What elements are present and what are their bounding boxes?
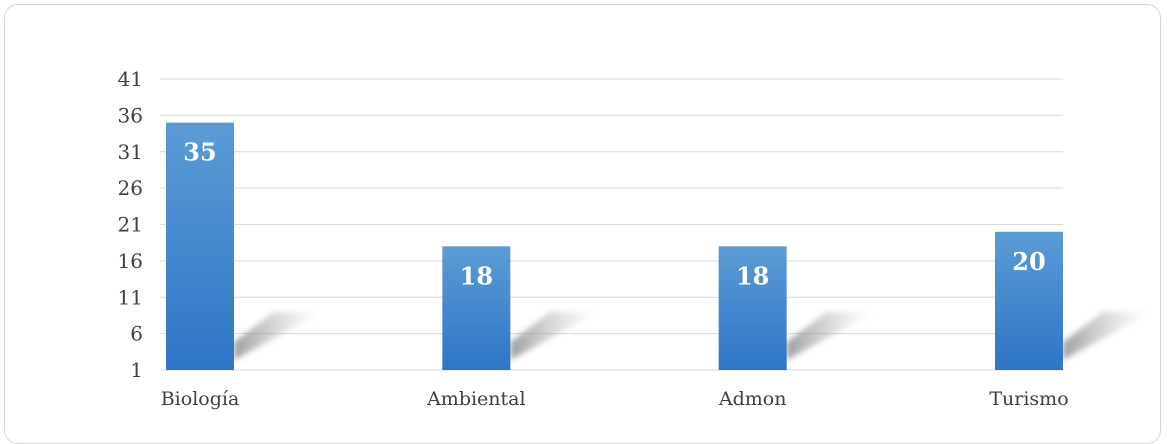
bar-shadow — [234, 312, 322, 360]
y-tick-label: 41 — [118, 67, 143, 91]
y-tick-label: 6 — [130, 322, 143, 346]
data-label: 35 — [183, 138, 216, 167]
y-tick-label: 21 — [118, 213, 143, 237]
gridlines — [160, 78, 1063, 371]
x-axis-labels: Biología Ambiental Admon Turismo — [161, 388, 1069, 410]
data-label: 20 — [1012, 247, 1045, 276]
x-category-label: Turismo — [989, 388, 1068, 410]
bar-turismo — [995, 231, 1063, 370]
x-category-label: Ambiental — [426, 388, 526, 410]
data-labels: 35 18 18 20 — [183, 138, 1045, 291]
bars — [166, 122, 1063, 371]
bar-ambiental — [442, 246, 511, 370]
y-tick-label: 1 — [130, 358, 143, 382]
y-tick-label: 36 — [118, 103, 143, 127]
bar-shadow — [510, 312, 599, 360]
data-label: 18 — [460, 261, 493, 290]
y-tick-label: 31 — [118, 140, 143, 164]
bar-admon — [718, 246, 787, 370]
bar-shadow — [786, 312, 875, 360]
y-tick-label: 26 — [118, 176, 143, 200]
x-category-label: Admon — [718, 388, 787, 410]
data-label: 18 — [736, 261, 769, 290]
bar-biologia — [166, 122, 234, 371]
bar-shadows — [234, 312, 1151, 360]
y-tick-label: 16 — [118, 249, 143, 273]
y-tick-label: 11 — [118, 285, 143, 309]
bar-shadow — [1063, 312, 1151, 360]
x-category-label: Biología — [161, 388, 240, 410]
